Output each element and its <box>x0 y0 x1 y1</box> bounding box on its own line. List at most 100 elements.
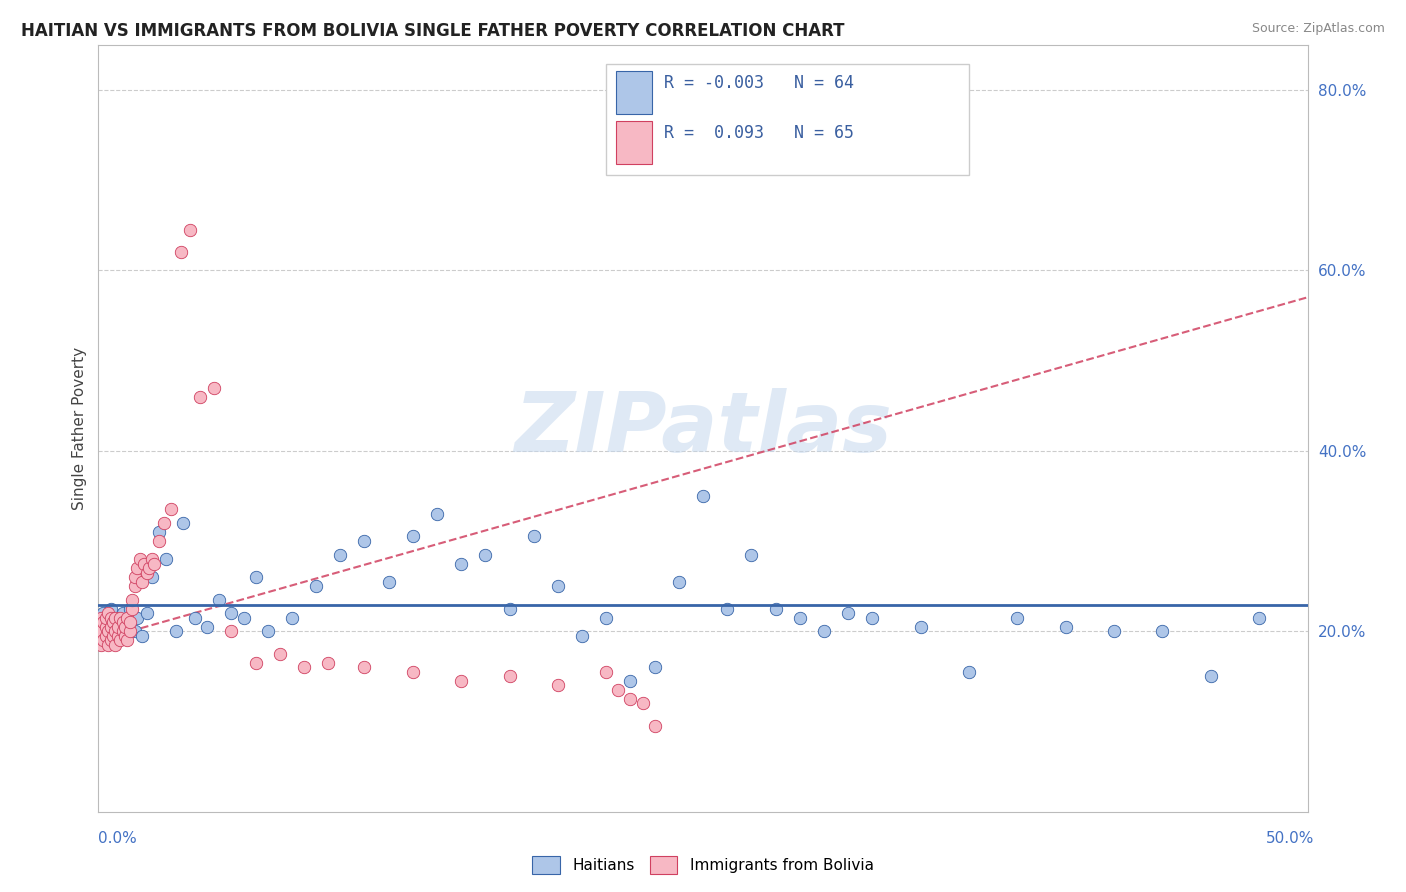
Point <box>107 610 129 624</box>
Point <box>644 660 666 674</box>
Point <box>152 516 174 530</box>
Point <box>104 638 127 652</box>
Point <box>141 552 163 566</box>
Point <box>329 548 352 562</box>
Point <box>195 620 218 634</box>
Point <box>402 665 425 679</box>
Point <box>644 719 666 733</box>
Point <box>131 574 153 589</box>
Point <box>245 570 267 584</box>
Text: 50.0%: 50.0% <box>1267 831 1315 846</box>
Point <box>108 610 131 624</box>
Point <box>89 624 111 639</box>
Point <box>377 574 399 589</box>
Point <box>269 647 291 661</box>
Point <box>135 606 157 620</box>
Point <box>111 624 134 639</box>
Point <box>94 629 117 643</box>
Point <box>1054 620 1077 634</box>
Point <box>208 592 231 607</box>
Point <box>353 533 375 548</box>
FancyBboxPatch shape <box>616 121 652 163</box>
Point <box>595 610 617 624</box>
Point <box>100 624 122 639</box>
Point <box>221 624 243 639</box>
Point <box>523 529 546 543</box>
Point <box>97 638 120 652</box>
Point <box>716 601 738 615</box>
Point <box>245 656 267 670</box>
Point <box>108 633 131 648</box>
Point <box>450 673 472 688</box>
Point <box>121 601 143 615</box>
Point <box>631 697 654 711</box>
Point <box>595 665 617 679</box>
Point <box>114 620 136 634</box>
Point <box>571 629 593 643</box>
Point <box>100 601 122 615</box>
Point <box>135 566 157 580</box>
Point <box>179 222 201 236</box>
Point <box>111 606 134 620</box>
Point <box>619 692 641 706</box>
Point <box>97 624 120 639</box>
Point <box>292 660 315 674</box>
Point <box>114 629 136 643</box>
Point <box>127 610 149 624</box>
Point <box>813 624 835 639</box>
Point <box>94 610 117 624</box>
Point <box>118 615 141 630</box>
Point <box>91 615 114 630</box>
Point <box>668 574 690 589</box>
Point <box>91 606 114 620</box>
Point <box>619 673 641 688</box>
Point <box>402 529 425 543</box>
Point <box>91 633 114 648</box>
Point <box>141 570 163 584</box>
Point <box>860 610 883 624</box>
Point <box>114 629 136 643</box>
Point <box>184 610 207 624</box>
Point <box>607 682 630 697</box>
Point <box>124 570 146 584</box>
Point <box>111 615 134 630</box>
Point <box>101 615 124 630</box>
Point <box>765 601 787 615</box>
Point <box>281 610 304 624</box>
Point <box>155 552 177 566</box>
Point <box>450 557 472 571</box>
Point <box>474 548 496 562</box>
Point <box>104 610 127 624</box>
Point <box>165 624 187 639</box>
Point <box>101 629 124 643</box>
Point <box>789 610 811 624</box>
Point <box>127 561 149 575</box>
Point <box>100 620 122 634</box>
Point <box>169 245 191 260</box>
Text: R =  0.093   N = 65: R = 0.093 N = 65 <box>664 124 855 142</box>
Point <box>124 579 146 593</box>
Point <box>910 620 932 634</box>
FancyBboxPatch shape <box>606 64 969 175</box>
Legend: Haitians, Immigrants from Bolivia: Haitians, Immigrants from Bolivia <box>526 850 880 880</box>
Text: HAITIAN VS IMMIGRANTS FROM BOLIVIA SINGLE FATHER POVERTY CORRELATION CHART: HAITIAN VS IMMIGRANTS FROM BOLIVIA SINGL… <box>21 22 845 40</box>
Point <box>740 548 762 562</box>
Point <box>90 610 112 624</box>
Point <box>148 533 170 548</box>
Point <box>498 601 520 615</box>
Point <box>1007 610 1029 624</box>
Point <box>138 561 160 575</box>
Y-axis label: Single Father Poverty: Single Father Poverty <box>72 347 87 509</box>
FancyBboxPatch shape <box>616 71 652 113</box>
Point <box>221 606 243 620</box>
Point <box>143 557 166 571</box>
Point <box>188 390 211 404</box>
Point <box>204 380 226 394</box>
Point <box>117 633 139 648</box>
Point <box>1199 669 1222 683</box>
Text: 0.0%: 0.0% <box>98 831 138 846</box>
Point <box>160 502 183 516</box>
Point <box>172 516 194 530</box>
Point <box>97 615 120 630</box>
Point <box>1102 624 1125 639</box>
